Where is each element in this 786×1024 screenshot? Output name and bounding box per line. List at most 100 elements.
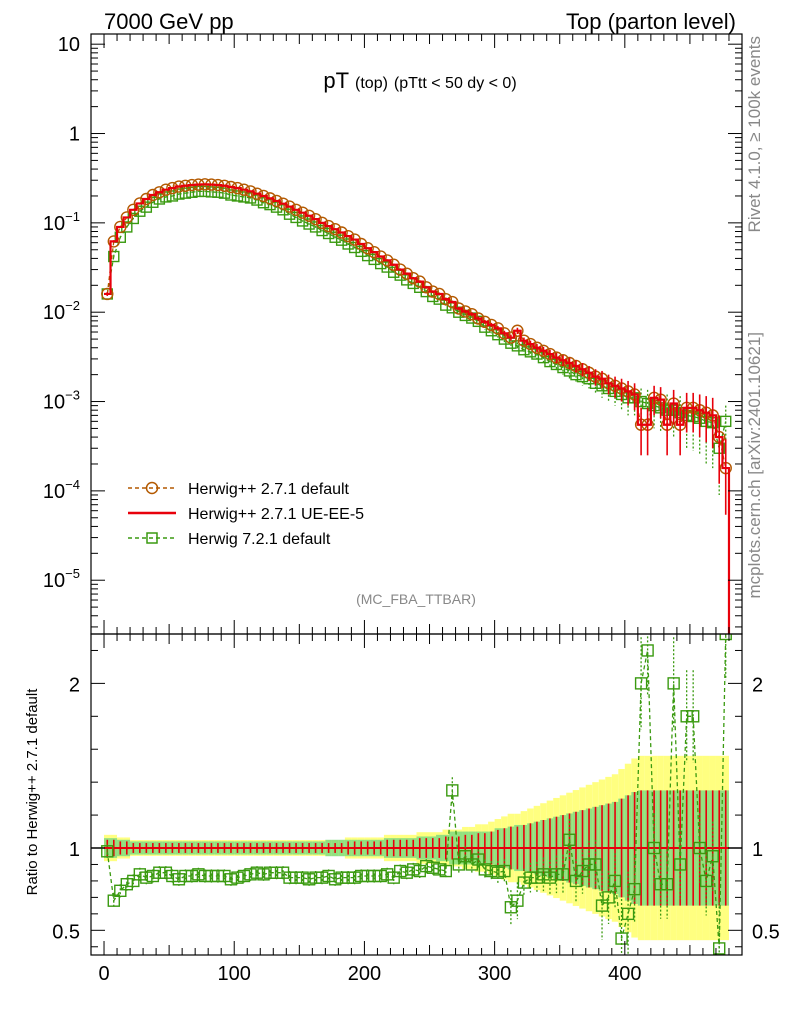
point-herwigpp-default — [537, 344, 550, 357]
point-herwigpp-default — [407, 272, 420, 285]
ratio-point-herwig72 — [185, 869, 199, 883]
point-herwigpp-default — [133, 197, 147, 210]
ratio-point-herwig72 — [296, 871, 309, 884]
ratio-point-herwig72 — [543, 871, 557, 884]
ratio-point-herwig72 — [387, 871, 400, 884]
ratio-point-herwig72 — [582, 858, 596, 871]
ratio-point-herwig72 — [699, 874, 713, 888]
ratio-point-herwig72 — [556, 868, 570, 881]
point-herwig72 — [225, 189, 237, 201]
point-herwig72 — [134, 205, 146, 217]
ratio-point-herwig72 — [348, 871, 361, 884]
ratio-axes: 0.5 0.5 1 1 2 2 0 100 200 300 400 — [52, 633, 780, 985]
ratio-point-herwig72 — [433, 863, 446, 876]
ratio-point-herwig72 — [322, 869, 335, 883]
legend-entry-herwigpp-ueee5: Herwig++ 2.7.1 UE-EE-5 — [128, 506, 364, 523]
ratio-point-herwig72 — [192, 868, 205, 881]
legend-entry-herwig72-default: Herwig 7.2.1 default — [128, 531, 331, 548]
ratio-point-herwig72 — [133, 868, 147, 881]
point-herwigpp-default — [159, 183, 173, 196]
point-herwigpp-default — [296, 206, 309, 219]
point-herwigpp-default — [276, 197, 290, 210]
ratio-point-herwig72 — [524, 871, 537, 884]
point-herwigpp-default — [153, 186, 166, 199]
ratio-point-herwig72 — [680, 710, 693, 723]
point-herwigpp-default — [114, 220, 127, 234]
point-herwigpp-default — [166, 181, 179, 195]
ratio-point-herwig72 — [381, 868, 394, 881]
ratio-point-herwig72 — [498, 864, 511, 878]
ratio-series-layer — [91, 634, 742, 955]
ratio-point-herwig72 — [101, 845, 114, 858]
point-herwigpp-default — [341, 229, 355, 243]
ratio-y-tick-label: 1 — [69, 839, 80, 861]
point-herwigpp-default — [302, 209, 316, 222]
ratio-ylabel: Ratio to Herwig++ 2.7.1 default — [24, 688, 41, 896]
ratio-point-herwig72 — [179, 869, 192, 883]
ratio-point-herwig72 — [172, 873, 186, 886]
ratio-point-herwig72 — [439, 864, 452, 878]
point-herwig72 — [192, 185, 205, 198]
ratio-point-herwig72 — [459, 850, 472, 863]
point-herwigpp-default — [361, 242, 374, 255]
y-tick-label: 10−3 — [43, 388, 80, 414]
title-sub1: (top) — [355, 75, 388, 92]
ratio-point-herwig72 — [589, 858, 602, 871]
point-herwigpp-default — [374, 250, 387, 263]
series-line-herwig72 — [106, 190, 727, 449]
ratio-point-herwig72 — [563, 833, 576, 846]
ratio-point-herwig72 — [400, 866, 413, 879]
ratio-point-herwig72 — [107, 894, 120, 907]
point-herwigpp-default — [283, 200, 296, 213]
point-herwigpp-default — [315, 216, 329, 230]
point-herwigpp-default — [328, 222, 342, 236]
ratio-point-herwig72 — [706, 850, 719, 863]
ratio-point-herwig72 — [478, 863, 492, 876]
point-herwigpp-default — [367, 245, 381, 259]
ratio-point-herwig72 — [224, 873, 238, 886]
ratio-point-herwig72 — [686, 710, 700, 723]
series-line-herwigpp-ueee5 — [104, 183, 731, 634]
ratio-point-herwig72 — [120, 878, 134, 891]
point-herwigpp-default — [465, 307, 479, 321]
point-herwigpp-default — [354, 237, 368, 251]
point-herwigpp-default — [270, 194, 283, 208]
y-tick-label: 10 — [58, 34, 80, 56]
point-herwigpp-default — [550, 351, 563, 364]
point-herwig72 — [153, 193, 166, 205]
series-line-herwigpp-default — [106, 183, 727, 469]
rivet-label: Rivet 4.1.0, ≥ 100k events — [745, 36, 764, 232]
ratio-y-tick-label-right: 1 — [752, 839, 763, 861]
point-herwigpp-default — [237, 183, 251, 196]
point-herwig72 — [108, 250, 120, 263]
legend-entry-herwigpp-default: Herwig++ 2.7.1 default — [128, 481, 350, 498]
main-axes: 10 1 10−1 10−2 10−3 10−4 10−5 — [43, 33, 743, 635]
point-herwig72 — [212, 186, 224, 198]
point-herwig72 — [166, 190, 179, 202]
ratio-point-herwig72 — [315, 871, 329, 884]
point-herwigpp-default — [146, 188, 160, 202]
ratio-point-herwig72 — [530, 871, 544, 884]
point-herwig72 — [231, 190, 244, 202]
y-tick-label: 10−1 — [43, 209, 80, 235]
ratio-point-herwig72 — [608, 874, 622, 888]
point-herwigpp-default — [530, 341, 544, 354]
ratio-point-herwig72 — [472, 853, 485, 866]
point-herwig72 — [388, 266, 400, 278]
ratio-point-herwig72 — [485, 864, 498, 878]
ratio-point-herwig72 — [205, 869, 218, 883]
legend-label-herwigpp-ueee5: Herwig++ 2.7.1 UE-EE-5 — [188, 506, 364, 523]
ratio-point-herwig72 — [146, 869, 160, 883]
ratio-point-herwig72 — [328, 873, 342, 886]
point-herwig72 — [205, 186, 218, 198]
point-herwigpp-default — [524, 337, 537, 351]
title-sub2: (pTtt < 50 dy < 0) — [394, 75, 517, 92]
legend-label-herwigpp-default: Herwig++ 2.7.1 default — [188, 481, 350, 498]
ratio-point-herwig72 — [491, 866, 505, 879]
ratio-point-herwig72 — [140, 871, 153, 884]
y-tick-label: 10−2 — [43, 298, 80, 324]
point-herwigpp-default — [263, 192, 277, 205]
ratio-point-herwig72 — [719, 634, 732, 641]
point-herwigpp-default — [472, 312, 485, 325]
